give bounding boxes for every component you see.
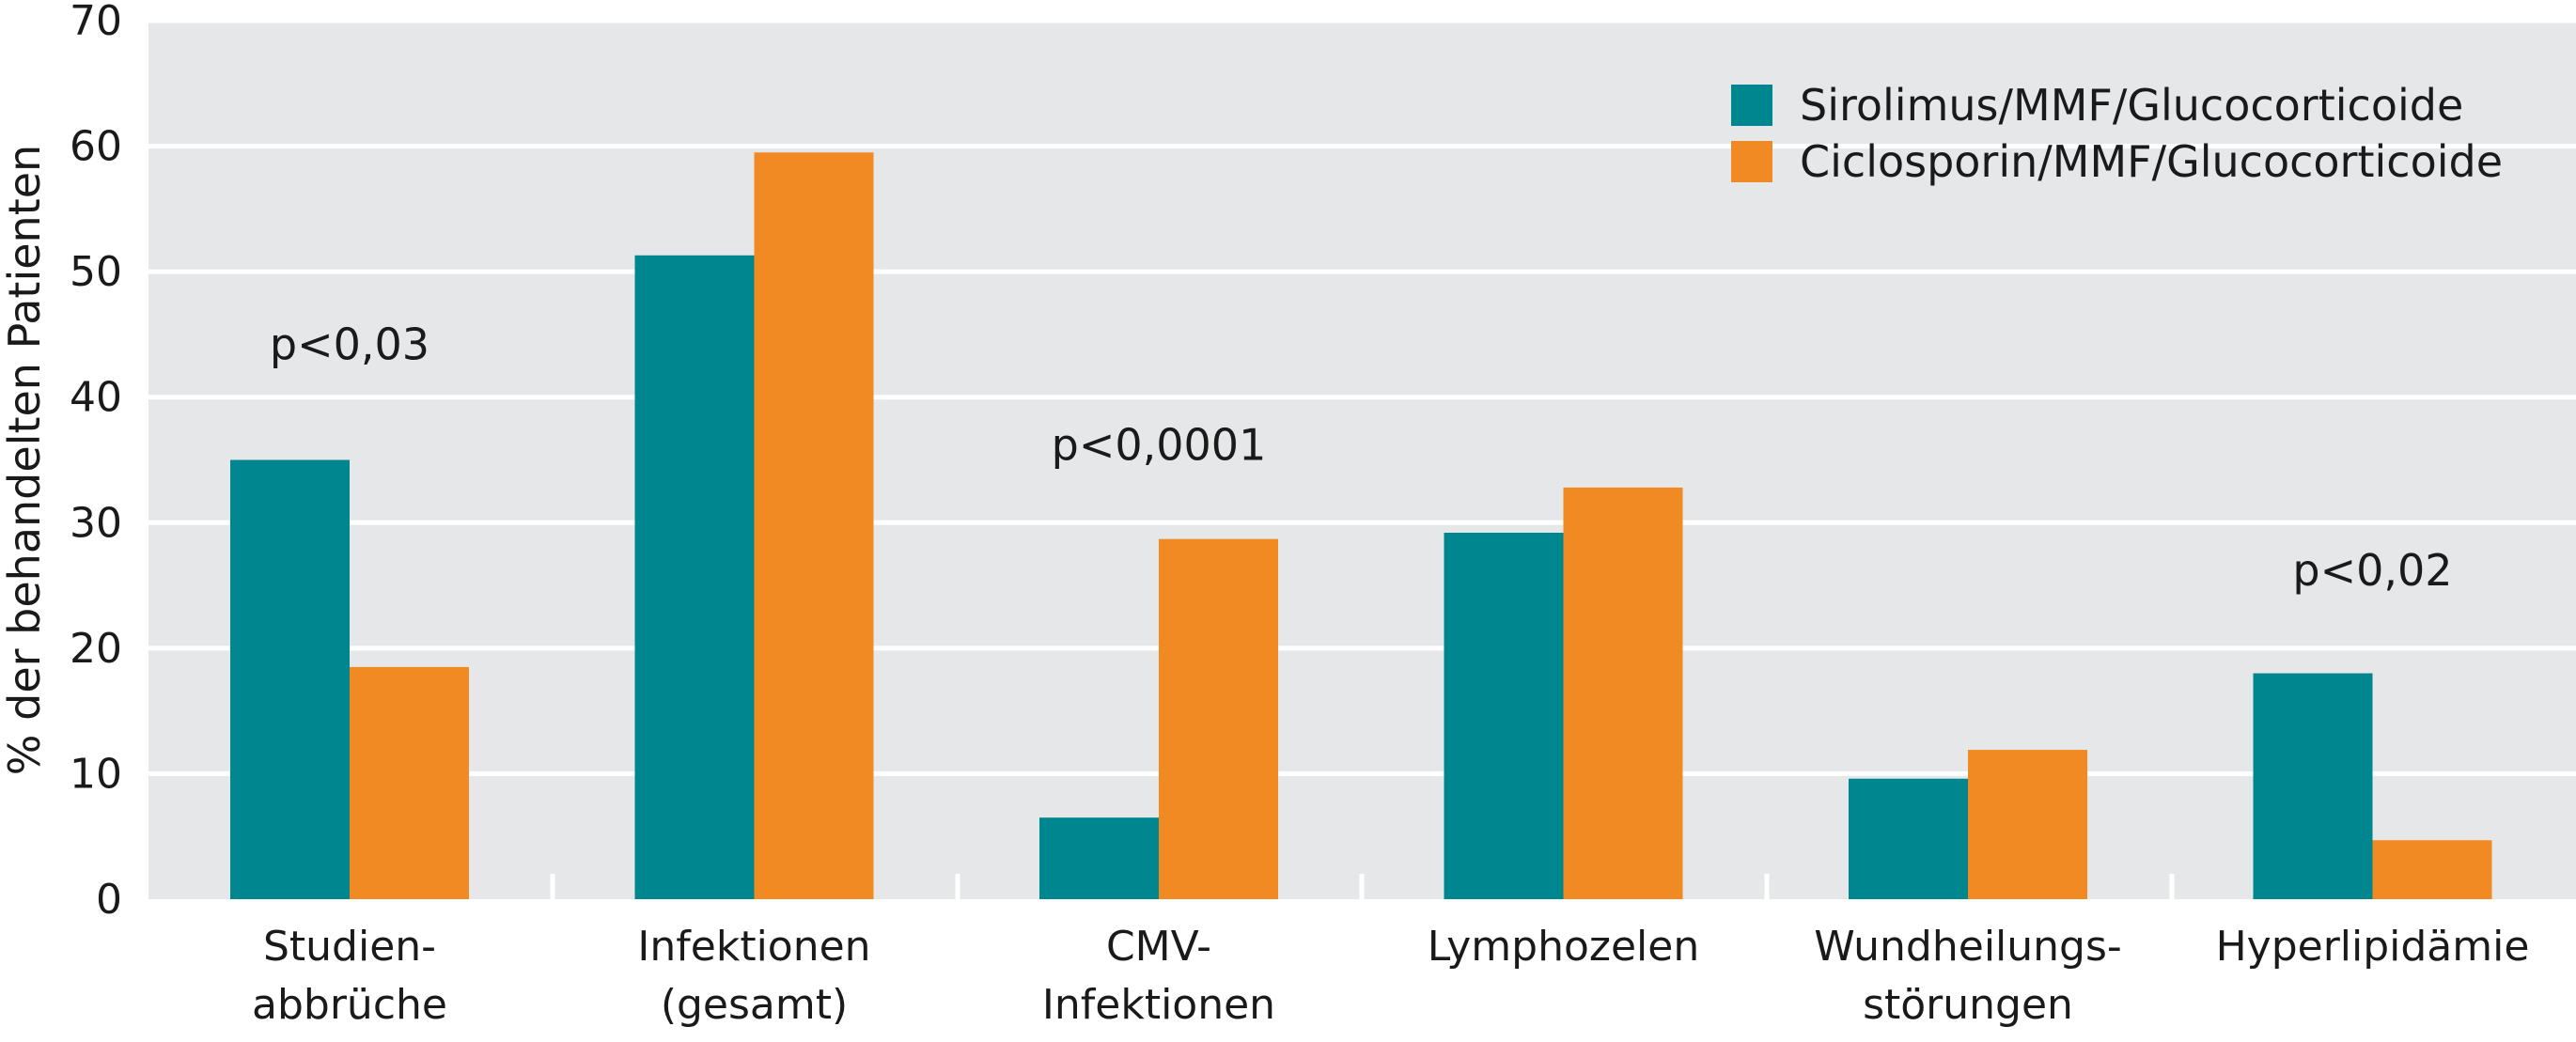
- bar-sirolimus: [2253, 673, 2373, 899]
- y-tick-label: 60: [70, 123, 122, 171]
- x-axis: Studien-abbrüche Infektionen (gesamt) CMV- I…: [252, 874, 2529, 1029]
- bar-sirolimus: [1849, 778, 1968, 899]
- p-value-annotation: p<0,03: [270, 319, 429, 370]
- bar-ciclosporin: [350, 666, 469, 899]
- legend-swatch: [1731, 85, 1772, 126]
- category-label: Studien-: [263, 923, 436, 971]
- annotations: p<0,03 p<0,0001 p<0,02: [270, 319, 2453, 596]
- y-tick-label: 0: [96, 876, 122, 924]
- legend-swatch: [1731, 141, 1772, 182]
- bars: [230, 152, 2492, 899]
- p-value-annotation: p<0,0001: [1052, 420, 1267, 471]
- category-label: Infektionen: [1042, 981, 1275, 1029]
- gridlines: [148, 18, 2576, 776]
- bar-ciclosporin: [754, 152, 874, 899]
- legend: Sirolimus/MMF/GlucocorticoideCiclosporin…: [1731, 80, 2503, 187]
- category-label: Hyperlipidämie: [2216, 923, 2530, 971]
- y-axis-label: % der behandelten Patienten: [0, 145, 50, 775]
- bar-sirolimus: [1039, 817, 1159, 899]
- bar-ciclosporin: [1563, 487, 1683, 899]
- category-label: abbrüche: [252, 981, 447, 1029]
- category-label: (gesamt): [661, 981, 848, 1029]
- category-label: Wundheilungs-: [1814, 923, 2122, 971]
- bar-sirolimus: [634, 255, 755, 899]
- category-label: Lymphozelen: [1428, 923, 1699, 971]
- y-tick-label: 30: [70, 499, 122, 547]
- bar-sirolimus: [230, 459, 350, 899]
- category-label: Infektionen: [637, 923, 870, 971]
- y-tick-label: 70: [70, 0, 122, 45]
- y-tick-label: 10: [70, 750, 122, 798]
- p-value-annotation: p<0,02: [2292, 545, 2452, 596]
- bar-ciclosporin: [1968, 750, 2087, 899]
- plot-background: [148, 21, 2576, 899]
- legend-label: Ciclosporin/MMF/Glucocorticoide: [1800, 136, 2503, 187]
- legend-label: Sirolimus/MMF/Glucocorticoide: [1800, 80, 2463, 131]
- y-tick-label: 50: [70, 248, 122, 296]
- y-tick-label: 20: [70, 625, 122, 673]
- y-axis: 0 10 20 30 40 50 60 70: [70, 0, 122, 924]
- bar-ciclosporin: [1159, 538, 1278, 899]
- category-label: störungen: [1863, 981, 2073, 1029]
- category-label: CMV-: [1106, 923, 1211, 971]
- y-tick-label: 40: [70, 374, 122, 422]
- bar-ciclosporin: [2372, 840, 2492, 899]
- bar-sirolimus: [1444, 532, 1564, 899]
